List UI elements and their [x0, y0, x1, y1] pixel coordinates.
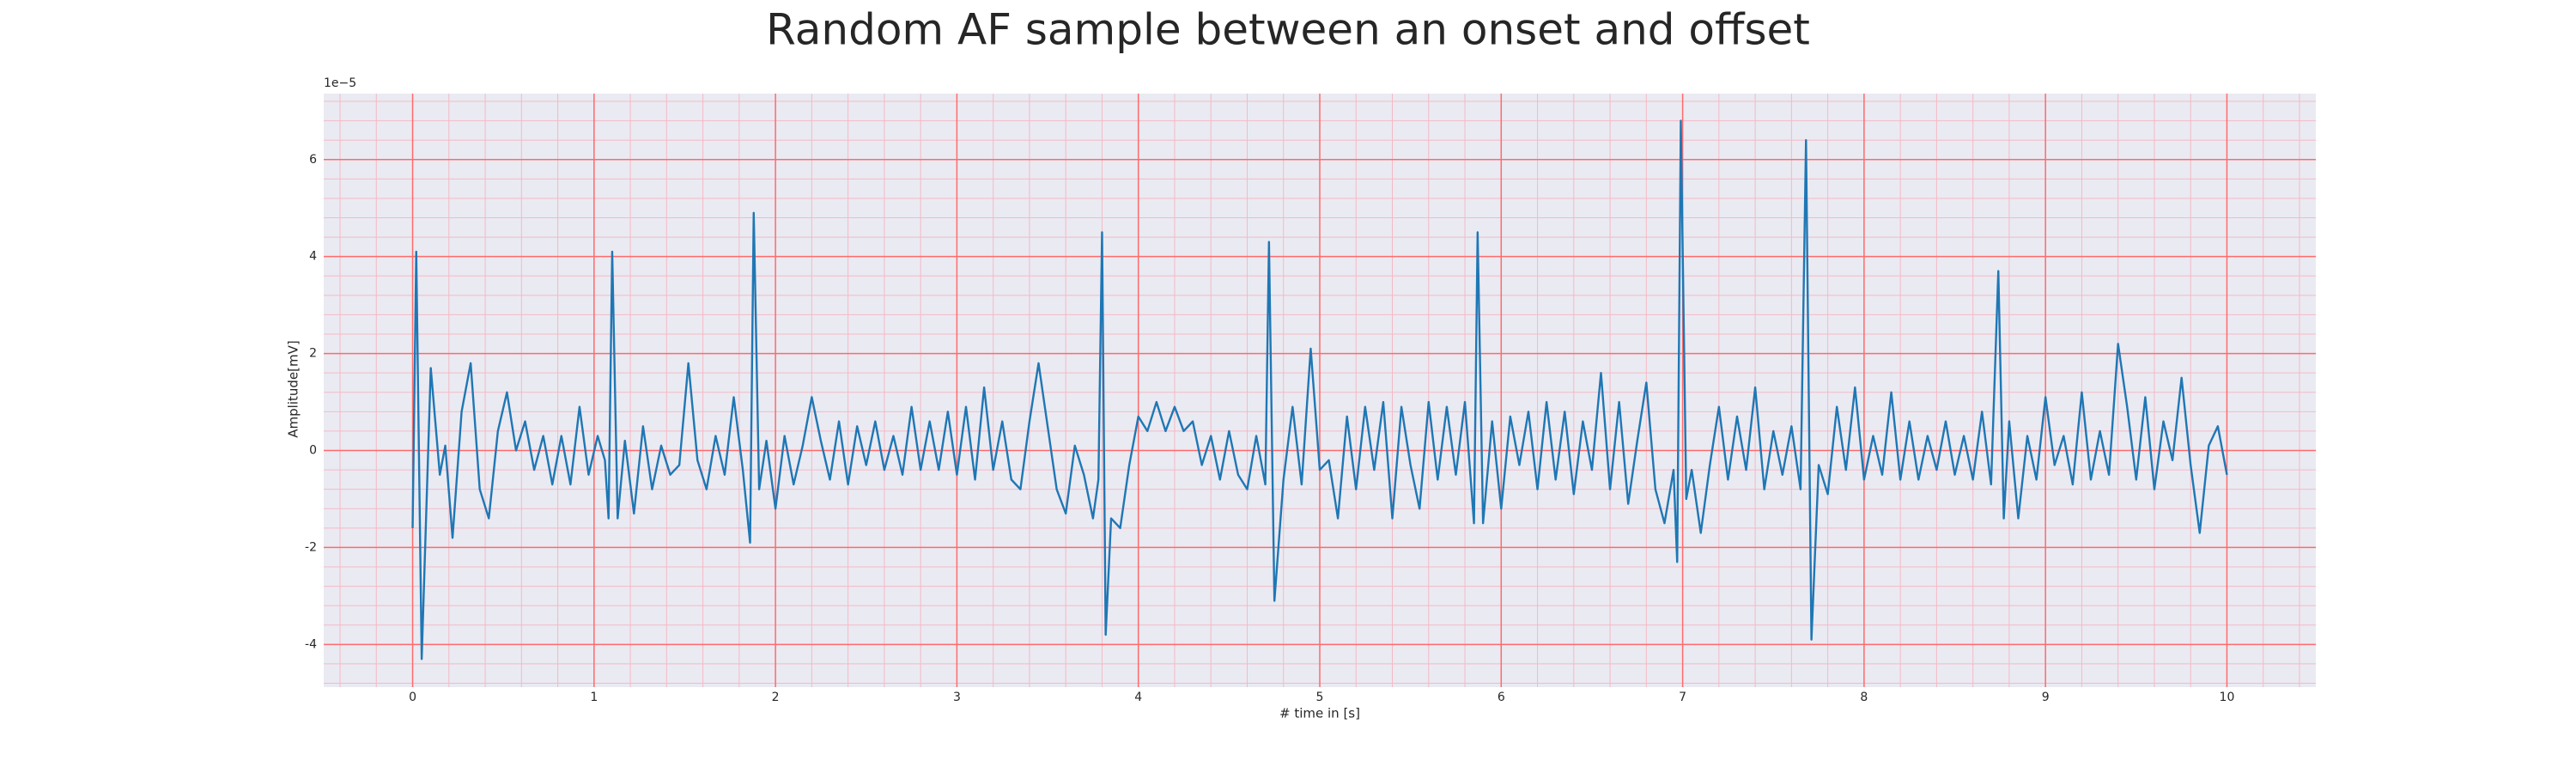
x-tick-label: 6	[1498, 691, 1505, 704]
x-tick-label: 2	[772, 691, 780, 704]
y-tick-label: -4	[305, 637, 317, 651]
x-tick-label: 5	[1316, 691, 1324, 704]
x-tick-label: 0	[409, 691, 416, 704]
data-line	[411, 119, 2228, 660]
y-tick-label: 2	[309, 347, 317, 361]
chart-title: Random AF sample between an onset and of…	[766, 5, 1810, 55]
x-tick-label: 3	[953, 691, 961, 704]
x-tick-label: 9	[2042, 691, 2050, 704]
y-tick-label: 0	[309, 444, 317, 458]
x-tick-label: 1	[590, 691, 598, 704]
x-axis-label: # time in [s]	[1279, 706, 1360, 721]
y-tick-label: 6	[309, 153, 317, 167]
x-tick-label: 4	[1134, 691, 1142, 704]
y-offset-label: 1e−5	[324, 76, 356, 90]
x-tick-label: 8	[1860, 691, 1868, 704]
y-tick-label: 4	[309, 250, 317, 264]
x-tick-label: 10	[2220, 691, 2235, 704]
x-tick-label: 7	[1679, 691, 1686, 704]
y-axis-label: Amplitude[mV]	[286, 340, 301, 437]
y-tick-label: -2	[305, 540, 317, 554]
